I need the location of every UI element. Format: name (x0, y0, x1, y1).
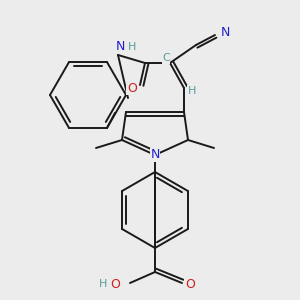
Text: H: H (188, 86, 196, 96)
Text: H: H (128, 42, 136, 52)
Text: O: O (127, 82, 137, 94)
Text: H: H (99, 279, 107, 289)
Text: O: O (110, 278, 120, 290)
Text: O: O (185, 278, 195, 290)
Text: N: N (115, 40, 125, 53)
Text: N: N (220, 26, 230, 40)
Text: C: C (162, 53, 170, 63)
Text: N: N (150, 148, 160, 161)
